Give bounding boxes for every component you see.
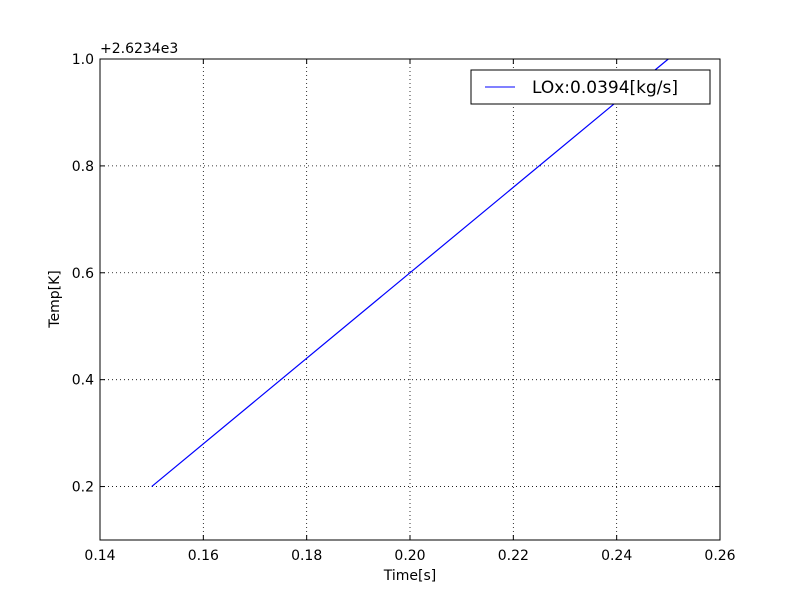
x-tick-label: 0.20 — [394, 548, 425, 564]
series-line — [151, 58, 669, 488]
y-offset-label: +2.6234e3 — [100, 41, 178, 57]
legend: LOx:0.0394[kg/s] — [470, 69, 711, 105]
x-tick-label: 0.14 — [84, 548, 115, 564]
y-tick-label: 0.2 — [72, 480, 94, 496]
ticks: 0.14 0.16 0.18 0.20 0.22 0.24 0.26 0.2 0.4 0.6 0.8… — [72, 52, 736, 564]
series-layer — [151, 58, 669, 488]
legend-entry-label: LOx:0.0394[kg/s] — [532, 78, 678, 98]
y-tick-label: 1.0 — [72, 52, 94, 68]
x-tick-label: 0.26 — [704, 548, 735, 564]
x-tick-label: 0.16 — [188, 548, 219, 564]
x-tick-label: 0.18 — [291, 548, 322, 564]
y-axis-label: Temp[K] — [47, 270, 63, 328]
y-tick-label: 0.8 — [72, 159, 94, 175]
x-tick-label: 0.24 — [601, 548, 632, 564]
x-axis-label: Time[s] — [383, 568, 436, 584]
x-tick-label: 0.22 — [498, 548, 529, 564]
grid — [100, 59, 720, 540]
y-tick-label: 0.4 — [72, 373, 94, 389]
y-tick-label: 0.6 — [72, 266, 94, 282]
